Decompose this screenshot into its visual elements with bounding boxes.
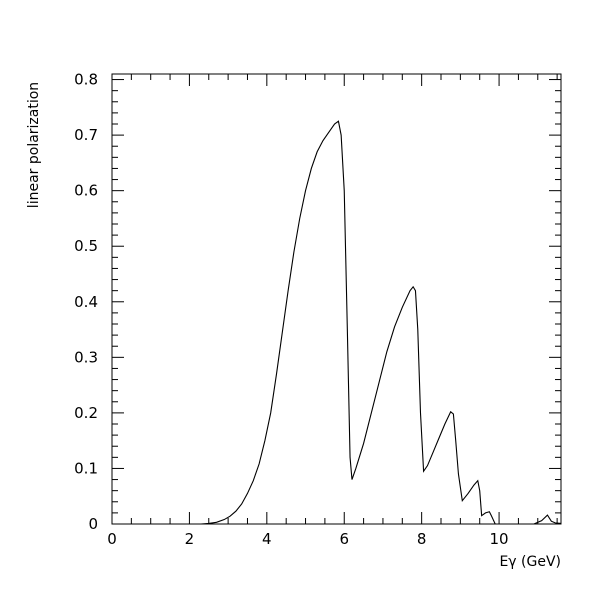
x-tick-label: 0	[107, 530, 117, 548]
y-tick-label: 0.5	[74, 237, 98, 255]
x-tick-label: 6	[339, 530, 349, 548]
x-tick-label: 4	[262, 530, 272, 548]
y-tick-label: 0.3	[74, 348, 98, 366]
y-tick-label: 0.8	[74, 71, 98, 89]
y-tick-labels: 0 0.1 0.2 0.3 0.4 0.5 0.6 0.7 0.8	[74, 71, 98, 533]
y-tick-label: 0.7	[74, 126, 98, 144]
axis-ticks	[111, 74, 561, 525]
y-tick-label: 0	[88, 515, 98, 533]
plot-frame	[111, 73, 562, 525]
x-axis-title: Eγ (GeV)	[499, 554, 561, 570]
x-tick-labels: 0 2 4 6 8 10	[107, 530, 508, 548]
y-tick-label: 0.4	[74, 293, 98, 311]
polarization-curve	[200, 120, 562, 525]
y-tick-label: 0.6	[74, 182, 98, 200]
x-tick-label: 8	[417, 530, 427, 548]
y-axis-title: linear polarization	[26, 82, 42, 208]
x-tick-label: 2	[185, 530, 195, 548]
y-tick-label: 0.2	[74, 404, 98, 422]
y-tick-label: 0.1	[74, 459, 98, 477]
x-tick-label: 10	[490, 530, 509, 548]
